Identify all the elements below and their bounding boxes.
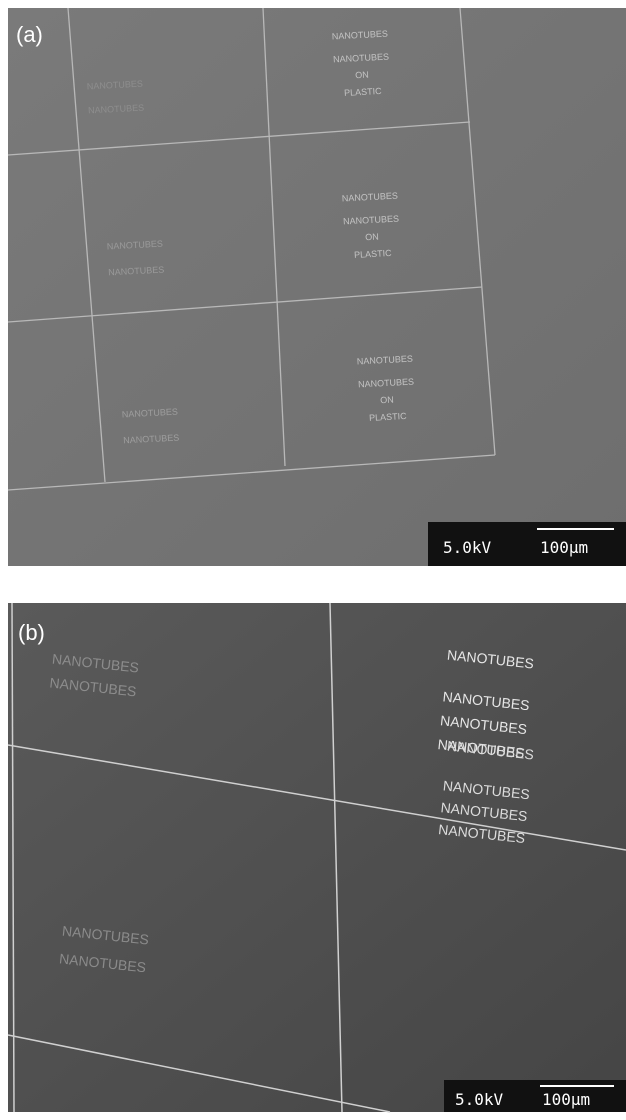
scale-length: 100μm — [542, 1090, 590, 1109]
panel-b: 5.0kV 100μm NANOTUBESNANOTUBESNANOTUBESN… — [8, 603, 626, 1112]
figure: 5.0kV 100μm NANOTUBESNANOTUBESONPLASTICN… — [0, 0, 626, 1120]
pattern-text: ON — [380, 395, 394, 406]
sem-image — [8, 8, 626, 566]
panel-a: 5.0kV 100μm NANOTUBESNANOTUBESONPLASTICN… — [8, 8, 626, 566]
panel-label: (b) — [18, 620, 45, 645]
scale-length: 100μm — [540, 538, 588, 557]
panel-label: (a) — [16, 22, 43, 47]
pattern-text: PLASTIC — [354, 248, 392, 260]
pattern-text: ON — [355, 70, 369, 81]
pattern-text: ON — [365, 232, 379, 243]
voltage: 5.0kV — [455, 1090, 504, 1109]
voltage: 5.0kV — [443, 538, 492, 557]
pattern-text: PLASTIC — [369, 411, 407, 423]
pattern-text: PLASTIC — [344, 86, 382, 98]
